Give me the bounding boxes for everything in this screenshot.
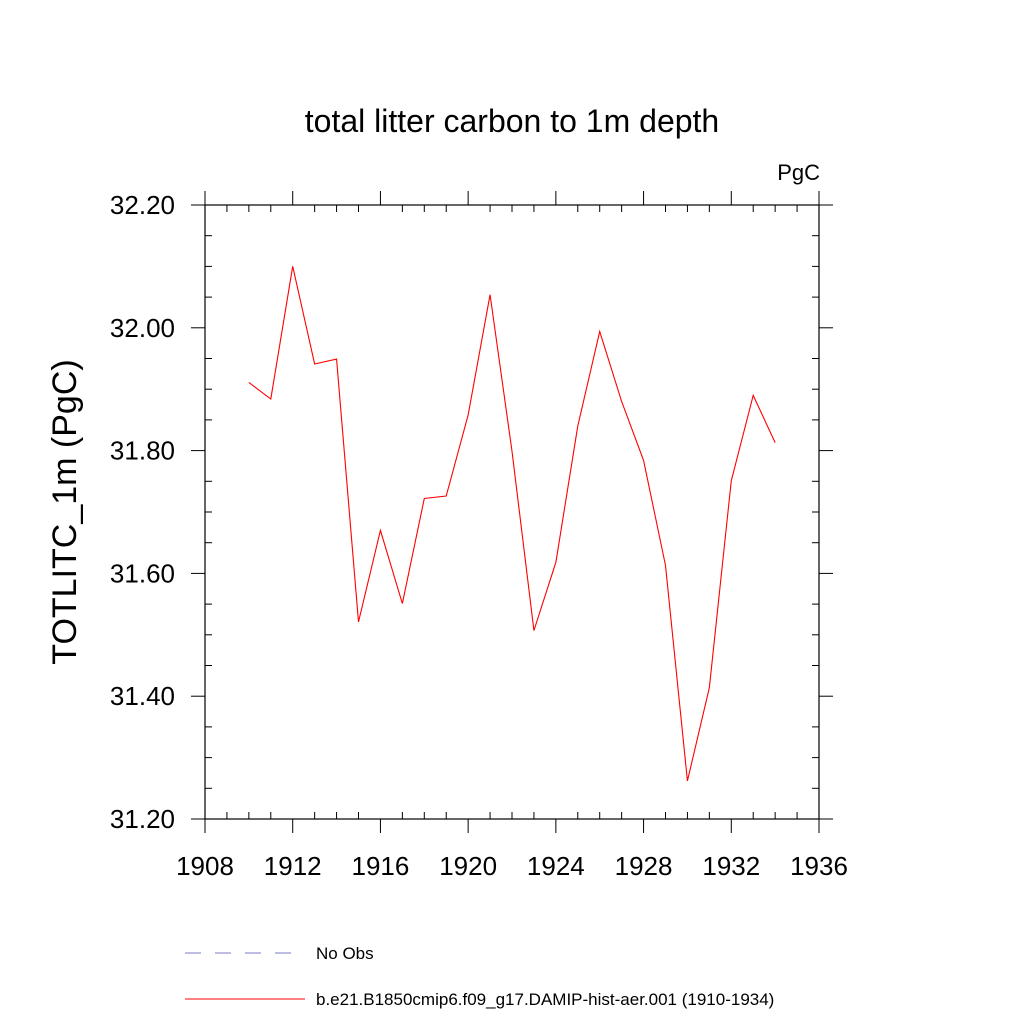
data-point	[620, 400, 623, 403]
data-point	[247, 381, 250, 384]
data-point	[576, 425, 579, 428]
data-point	[313, 363, 316, 366]
data-point	[511, 450, 514, 453]
x-tick-label: 1916	[352, 851, 410, 881]
y-tick-label: 32.20	[110, 190, 175, 220]
data-point	[357, 620, 360, 623]
data-point	[642, 459, 645, 462]
y-tick-label: 31.80	[110, 436, 175, 466]
data-point	[489, 293, 492, 296]
chart-title: total litter carbon to 1m depth	[305, 103, 719, 139]
plot-frame	[204, 204, 820, 820]
legend-label: No Obs	[316, 944, 374, 963]
x-tick-label: 1928	[615, 851, 673, 881]
data-point	[598, 330, 601, 333]
series-line	[248, 266, 776, 782]
series-layer	[247, 265, 777, 782]
y-tick-label: 32.00	[110, 313, 175, 343]
data-point	[730, 479, 733, 482]
data-point	[335, 358, 338, 361]
data-point	[664, 564, 667, 567]
data-point	[752, 394, 755, 397]
x-tick-label: 1936	[790, 851, 848, 881]
x-tick-label: 1920	[439, 851, 497, 881]
x-tick-label: 1924	[527, 851, 585, 881]
data-point	[423, 497, 426, 500]
x-tick-label: 1908	[176, 851, 234, 881]
data-point	[401, 602, 404, 605]
data-point	[554, 561, 557, 564]
data-point	[445, 495, 448, 498]
legend-label: b.e21.B1850cmip6.f09_g17.DAMIP-hist-aer.…	[316, 990, 774, 1009]
data-point	[708, 686, 711, 689]
legend: No Obs b.e21.B1850cmip6.f09_g17.DAMIP-his…	[185, 944, 774, 1009]
data-point	[467, 413, 470, 416]
x-tick-label: 1932	[702, 851, 760, 881]
y-tick-label: 31.40	[110, 681, 175, 711]
data-point	[774, 441, 777, 444]
y-axis-label: TOTLITC_1m (PgC)	[46, 359, 84, 664]
data-point	[291, 265, 294, 268]
units-label: PgC	[777, 160, 820, 185]
data-point	[686, 779, 689, 782]
data-point	[269, 398, 272, 401]
data-point	[532, 629, 535, 632]
data-point	[379, 529, 382, 532]
axis-ticks: 1908 1912 1916 1920 1924 1928 1932 1936 31.20 31.…	[110, 190, 848, 881]
x-tick-label: 1912	[264, 851, 322, 881]
y-tick-label: 31.60	[110, 558, 175, 588]
y-tick-label: 31.20	[110, 804, 175, 834]
